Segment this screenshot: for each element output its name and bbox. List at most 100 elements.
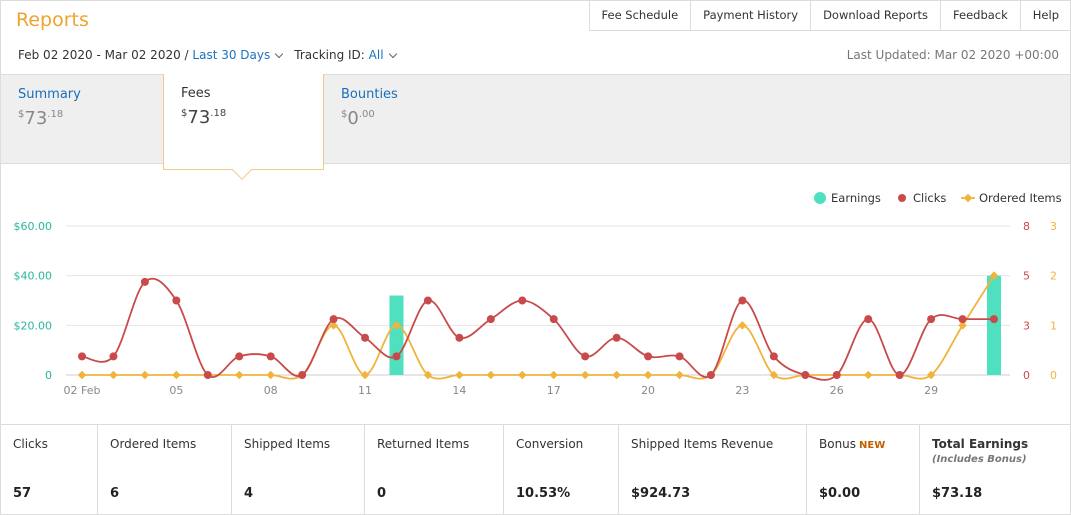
ordered-items-point bbox=[769, 370, 779, 380]
stat-value: 6 bbox=[110, 486, 120, 501]
chevron-down-icon[interactable] bbox=[388, 49, 397, 58]
clicks-point bbox=[172, 296, 181, 305]
stat-returned-items: Returned Items 0 bbox=[365, 425, 504, 515]
clicks-point bbox=[581, 352, 590, 361]
ordered-items-point bbox=[549, 370, 558, 380]
ordered-items-point bbox=[266, 370, 275, 380]
legend-label: Ordered Items bbox=[979, 191, 1062, 205]
clicks-point bbox=[675, 352, 684, 361]
clicks-point bbox=[203, 371, 212, 379]
clicks-point bbox=[109, 352, 118, 361]
x-tick-label: 11 bbox=[358, 384, 372, 397]
stat-label: Shipped Items Revenue bbox=[631, 437, 774, 451]
clicks-point bbox=[549, 315, 558, 324]
stat-note: (Includes Bonus) bbox=[932, 454, 1027, 465]
download-reports-link[interactable]: Download Reports bbox=[811, 0, 942, 30]
ordered-items-point bbox=[738, 321, 747, 330]
date-range: Feb 02 2020 - Mar 02 2020 / bbox=[18, 48, 189, 62]
x-tick-label: 23 bbox=[735, 384, 749, 397]
legend-marker bbox=[898, 194, 906, 202]
y-right-clicks-tick-label: 8 bbox=[1023, 220, 1030, 233]
clicks-point bbox=[140, 277, 149, 286]
fee-schedule-link[interactable]: Fee Schedule bbox=[590, 0, 692, 30]
stat-ordered-items: Ordered Items 6 bbox=[98, 425, 232, 515]
chevron-down-icon[interactable] bbox=[275, 49, 284, 58]
last-updated: Last Updated: Mar 02 2020 +00:00 bbox=[846, 48, 1059, 62]
clicks-point bbox=[235, 352, 244, 361]
ordered-items-point bbox=[109, 370, 118, 380]
tab-fees[interactable]: Fees $73.18 bbox=[163, 74, 324, 180]
stat-value: 0 bbox=[377, 486, 387, 501]
stat-clicks: Clicks 57 bbox=[1, 425, 98, 515]
ordered-items-point bbox=[863, 370, 873, 380]
ordered-items-point bbox=[486, 370, 496, 380]
stat-label: Shipped Items bbox=[244, 437, 331, 451]
stat-label: Conversion bbox=[516, 437, 584, 451]
y-right-clicks-tick-label: 5 bbox=[1023, 270, 1030, 283]
stat-value: 4 bbox=[244, 486, 254, 501]
y-right-clicks-tick-label: 3 bbox=[1023, 319, 1030, 332]
clicks-point bbox=[361, 333, 370, 342]
tab-amount: $73.18 bbox=[181, 107, 227, 128]
x-tick-label: 29 bbox=[924, 384, 938, 397]
top-nav: Fee Schedule Payment History Download Re… bbox=[588, 0, 1071, 31]
ordered-items-point bbox=[77, 370, 87, 380]
tab-bounties[interactable]: Bounties $0.00 bbox=[324, 75, 484, 165]
clicks-point bbox=[518, 296, 527, 305]
y-right-items-tick-label: 0 bbox=[1050, 369, 1057, 382]
y-right-items-tick-label: 3 bbox=[1050, 220, 1057, 233]
stat-value: $73.18 bbox=[932, 486, 983, 501]
period-dropdown[interactable]: Last 30 Days bbox=[192, 48, 271, 62]
tab-label: Bounties bbox=[341, 87, 398, 102]
ordered-items-point bbox=[612, 370, 621, 380]
clicks-point bbox=[329, 315, 338, 324]
ordered-items-line bbox=[82, 275, 995, 380]
ordered-items-point bbox=[455, 370, 464, 380]
ordered-items-point bbox=[675, 370, 684, 380]
stat-value: $0.00 bbox=[819, 486, 861, 501]
filter-bar: Feb 02 2020 - Mar 02 2020 / Last 30 Days… bbox=[18, 48, 402, 62]
y-left-tick-label: $60.00 bbox=[14, 220, 53, 233]
ordered-items-point bbox=[518, 370, 527, 380]
y-right-items-tick-label: 2 bbox=[1050, 270, 1057, 283]
clicks-point bbox=[455, 333, 464, 342]
ordered-items-point bbox=[329, 321, 338, 330]
clicks-line bbox=[81, 277, 994, 381]
tracking-id-label: Tracking ID: bbox=[294, 48, 365, 62]
clicks-point bbox=[738, 296, 747, 305]
ordered-items-point bbox=[360, 370, 370, 380]
legend-label: Earnings bbox=[831, 191, 881, 205]
stat-total-earnings: Total Earnings (Includes Bonus) $73.18 bbox=[920, 425, 1070, 515]
payment-history-link[interactable]: Payment History bbox=[691, 0, 812, 30]
tab-summary[interactable]: Summary $73.18 bbox=[1, 75, 163, 165]
clicks-point bbox=[423, 296, 432, 305]
ordered-items-point bbox=[234, 370, 244, 380]
clicks-point bbox=[832, 371, 841, 379]
stat-conversion: Conversion 10.53% bbox=[504, 425, 619, 515]
stat-label: Returned Items bbox=[377, 437, 470, 451]
earnings-chart: $60.00 8 3 $40.00 5 2 $20.00 3 1 0 0 0 02 Feb 05 08 11 1… bbox=[14, 191, 1062, 397]
clicks-point bbox=[644, 352, 653, 361]
clicks-point bbox=[486, 315, 495, 324]
help-link[interactable]: Help bbox=[1032, 8, 1059, 22]
y-left-tick-label: 0 bbox=[45, 369, 52, 382]
feedback-link[interactable]: Feedback bbox=[941, 0, 1021, 30]
legend-marker bbox=[814, 192, 826, 204]
earnings-bar bbox=[987, 275, 1001, 375]
stat-bonus: Bonus NEW $0.00 bbox=[807, 425, 920, 515]
legend-label: Clicks bbox=[913, 191, 946, 205]
ordered-items-point bbox=[140, 370, 150, 380]
clicks-point bbox=[392, 352, 401, 361]
y-right-items-tick-label: 1 bbox=[1050, 319, 1057, 332]
tracking-id-dropdown[interactable]: All bbox=[368, 48, 384, 62]
tab-label: Summary bbox=[18, 87, 81, 102]
clicks-point bbox=[266, 352, 275, 361]
ordered-items-point bbox=[580, 370, 590, 380]
clicks-point bbox=[927, 315, 936, 324]
ordered-items-point bbox=[643, 370, 653, 380]
stat-label: Bonus NEW bbox=[819, 437, 886, 451]
ordered-items-point bbox=[172, 370, 181, 380]
y-left-tick-label: $20.00 bbox=[14, 319, 53, 332]
stat-label: Total Earnings bbox=[932, 437, 1029, 451]
page-title: Reports bbox=[16, 9, 89, 31]
